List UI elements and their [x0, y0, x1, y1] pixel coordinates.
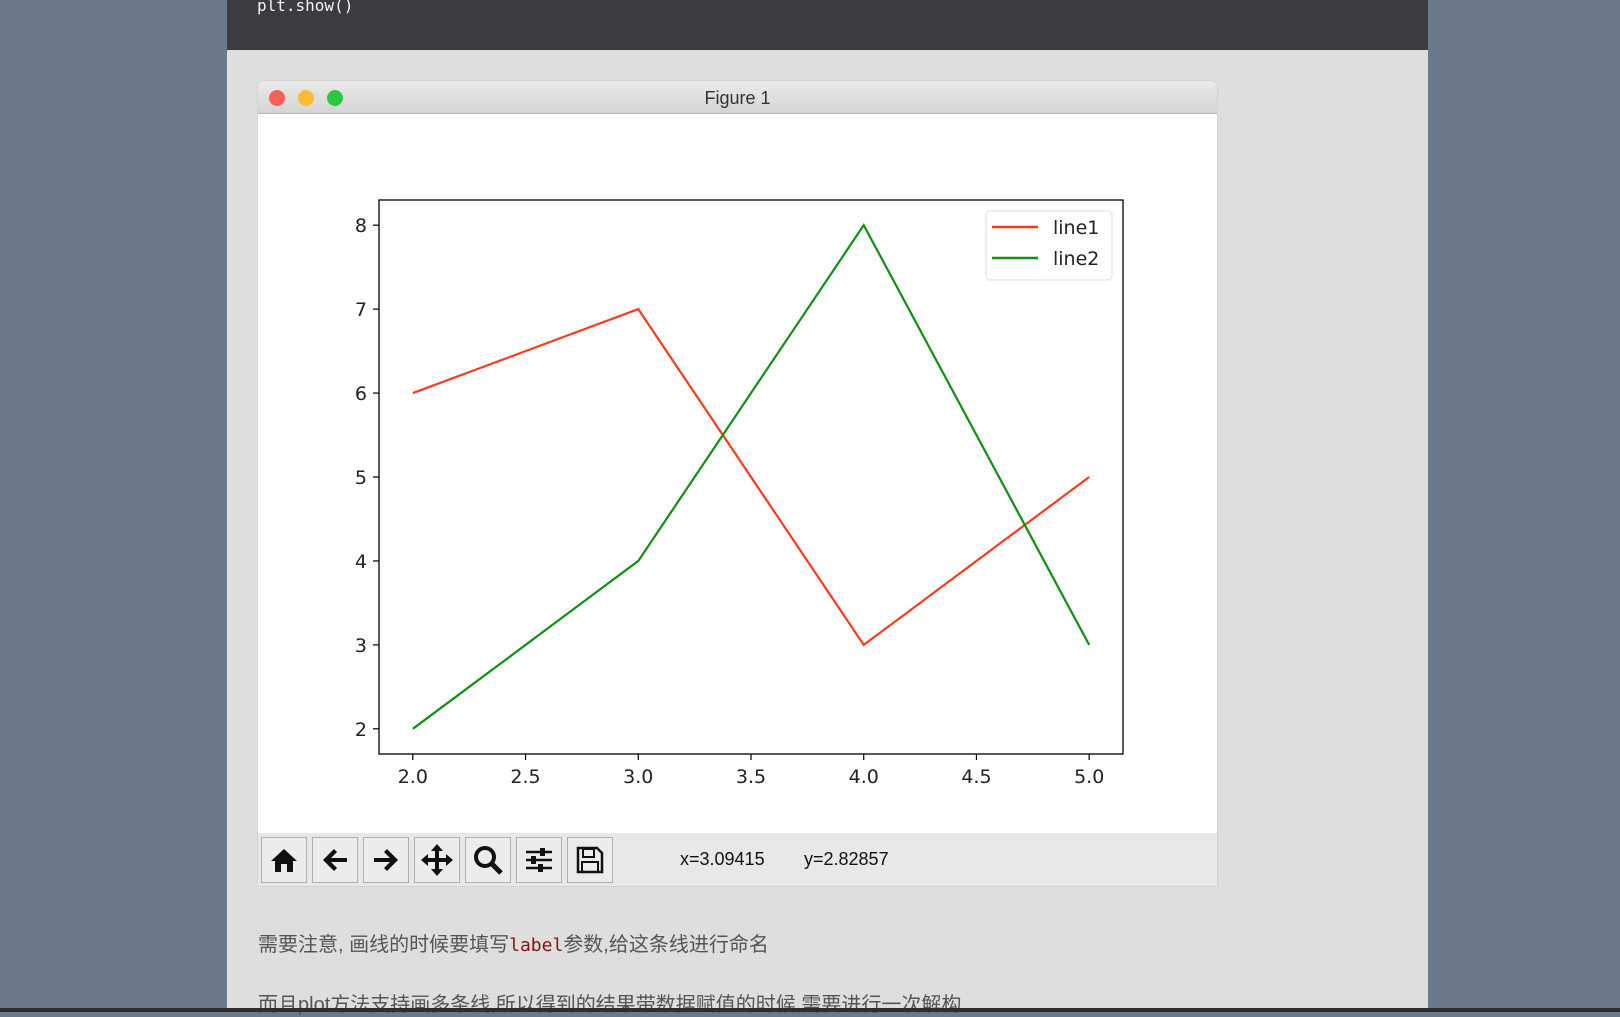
window-title: Figure 1: [704, 88, 771, 108]
code-block: plt.show(): [227, 0, 1428, 50]
arrow-left-icon: [323, 849, 347, 871]
forward-button[interactable]: [363, 837, 409, 883]
inline-code: label: [509, 935, 564, 956]
series-line-line1: [412, 307, 1090, 647]
maximize-button[interactable]: [327, 90, 343, 106]
x-tick-label: 4.0: [849, 766, 879, 788]
zoom-button[interactable]: [465, 837, 511, 883]
paragraph-text: 参数,给这条线进行命名: [563, 934, 769, 956]
home-button[interactable]: [261, 837, 307, 883]
paragraph-text: 需要注意, 画线的时候要填写: [258, 934, 510, 956]
axes-frame: [378, 199, 1124, 755]
save-button[interactable]: [567, 837, 613, 883]
x-tick-label: 3.5: [736, 766, 766, 788]
close-button[interactable]: [269, 90, 285, 106]
home-icon: [271, 849, 297, 872]
legend-label-line1: line1: [1053, 217, 1099, 239]
y-coordinate-readout: y=2.82857: [804, 849, 889, 869]
move-icon: [421, 844, 453, 876]
chart-canvas[interactable]: 2.0 2.5 3.0 3.5 4.0 4.5 5.0 2 3 4 5 6 7 8 line1 line2: [258, 113, 1217, 833]
bottom-bar: [0, 1008, 1620, 1012]
configure-subplots-button[interactable]: [516, 837, 562, 883]
magnifier-icon: [474, 846, 503, 875]
paragraph-plot-note: 而且plot方法支持画多条线,所以得到的结果带数据赋值的时候,需要进行一次解构: [258, 994, 962, 1016]
x-tick-label: 2.0: [398, 766, 428, 788]
navigation-toolbar: x=3.09415 y=2.82857: [258, 833, 1217, 886]
x-tick-label: 3.0: [623, 766, 653, 788]
y-tick-label: 2: [355, 719, 367, 741]
minimize-button[interactable]: [298, 90, 314, 106]
y-tick-label: 3: [355, 635, 367, 657]
y-tick-label: 4: [355, 551, 367, 573]
back-button[interactable]: [312, 837, 358, 883]
floppy-disk-icon: [576, 846, 604, 874]
series-line-line2: [412, 223, 1091, 730]
legend-label-line2: line2: [1053, 248, 1099, 270]
sliders-icon: [526, 848, 552, 872]
y-tick-label: 7: [355, 299, 367, 321]
y-tick-label: 5: [355, 467, 367, 489]
paragraph-label-note: 需要注意, 画线的时候要填写label参数,给这条线进行命名: [258, 928, 769, 957]
code-line: plt.show(): [257, 0, 354, 15]
pan-button[interactable]: [414, 837, 460, 883]
x-tick-label: 5.0: [1074, 766, 1104, 788]
x-tick-label: 4.5: [961, 766, 991, 788]
y-tick-label: 6: [355, 383, 367, 405]
figure-window: Figure 1 2.0 2.5 3.0 3.5 4.0 4.5 5.0 2 3 4 5 6 7 8 lin…: [258, 81, 1217, 886]
x-tick-label: 2.5: [510, 766, 540, 788]
title-bar[interactable]: Figure 1: [258, 81, 1217, 114]
legend-box: [985, 210, 1113, 281]
arrow-right-icon: [374, 849, 398, 871]
x-coordinate-readout: x=3.09415: [680, 849, 765, 869]
y-tick-label: 8: [355, 215, 367, 237]
